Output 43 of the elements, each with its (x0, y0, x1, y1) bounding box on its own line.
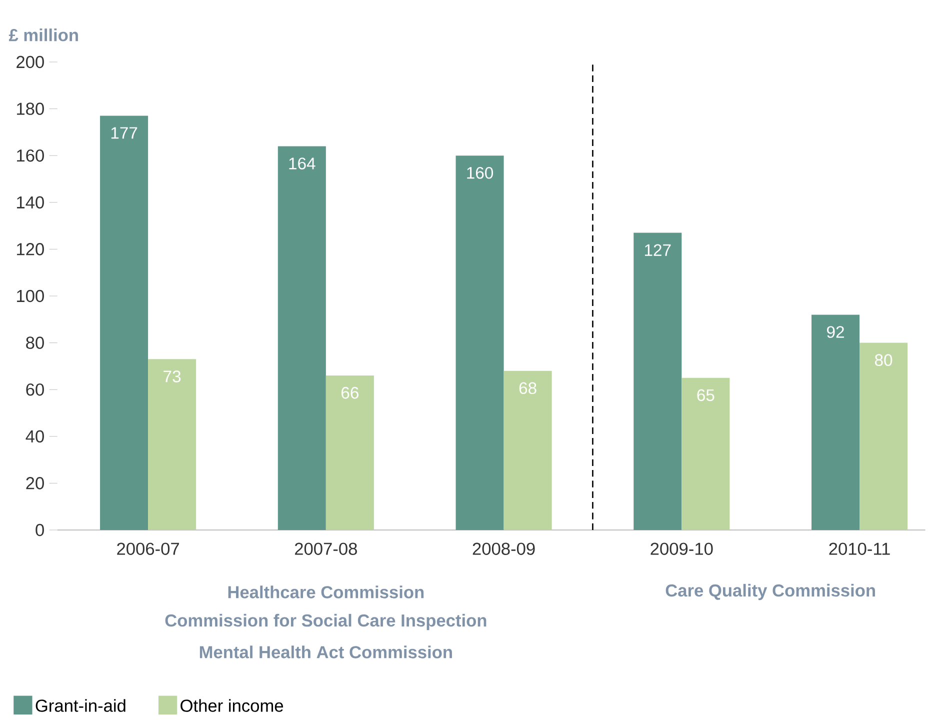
legend-label: Other income (180, 699, 284, 712)
data-label: 127 (645, 244, 671, 256)
y-tick-label: 80 (26, 336, 44, 349)
data-label: 68 (519, 382, 536, 394)
data-label: 66 (342, 386, 358, 399)
x-tick-label: 2007-08 (294, 542, 357, 555)
bar (812, 314, 860, 530)
text: Healthcare Commission (228, 586, 424, 598)
data-label: 160 (467, 166, 494, 179)
data-label: 65 (697, 389, 714, 402)
bar (860, 342, 908, 530)
data-label: 164 (289, 158, 316, 170)
data-label: 92 (827, 326, 844, 338)
y-tick-label: 100 (17, 290, 44, 302)
bar (634, 232, 682, 530)
bar (278, 146, 326, 530)
legend-label: Grant-in-aid (36, 699, 126, 712)
text: Mental Health Act Commission (200, 646, 452, 658)
y-axis-title: £ million (8, 28, 78, 42)
y-tick-label: 200 (16, 56, 44, 68)
x-tick-label: 2008-09 (472, 542, 535, 555)
text: Commission for Social Care Inspection (165, 614, 486, 630)
text: Care Quality Commission (666, 584, 875, 600)
bar (100, 116, 148, 530)
y-tick-label: 160 (17, 149, 44, 162)
bar (682, 378, 730, 530)
x-tick-label: 2009-10 (650, 542, 713, 555)
data-label: 73 (164, 370, 181, 382)
x-tick-label: 2006-07 (117, 542, 179, 555)
bar (148, 359, 196, 530)
y-tick-label: 140 (17, 196, 44, 209)
bar (504, 370, 552, 530)
y-tick-label: 60 (26, 383, 44, 396)
y-tick-label: 20 (26, 477, 44, 490)
bar (326, 376, 374, 530)
y-tick-label: 40 (26, 430, 44, 443)
y-tick-label: 120 (17, 243, 44, 256)
bar (456, 156, 504, 530)
data-label: 80 (875, 354, 892, 366)
x-tick-label: 2010-11 (829, 542, 890, 555)
data-label: 177 (111, 127, 138, 139)
y-tick-label: 180 (17, 102, 44, 115)
y-tick-label: 0 (36, 524, 44, 536)
